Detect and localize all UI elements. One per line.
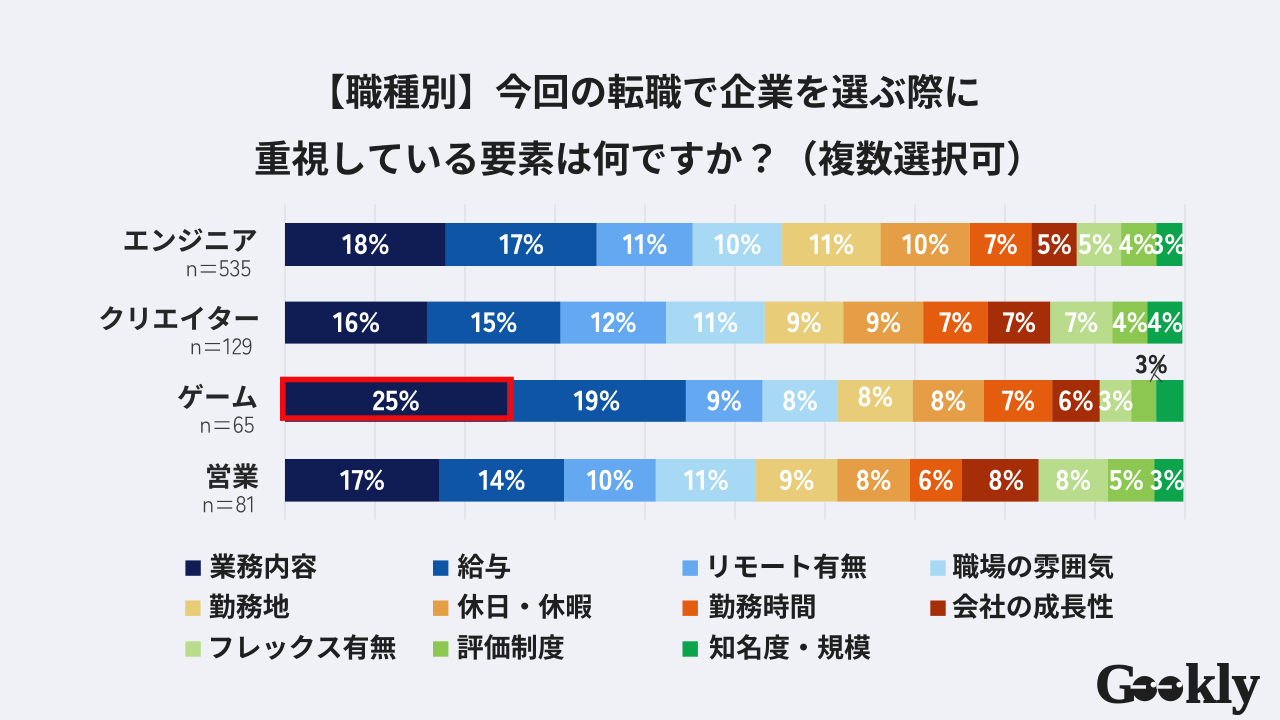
svg-text:G: G — [1095, 653, 1139, 715]
svg-text:kly: kly — [1185, 653, 1260, 715]
